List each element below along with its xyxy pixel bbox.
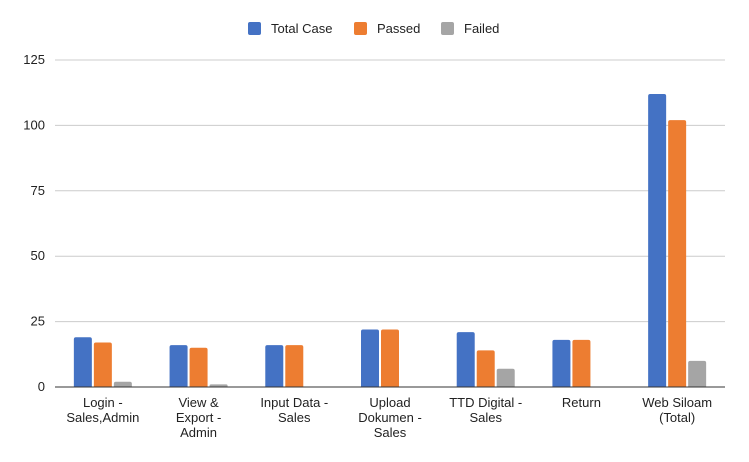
gridlines [55,59,725,323]
bar-passed-1 [189,347,208,387]
bar-total-case-6 [648,94,667,388]
x-category-label-line: Sales [469,410,502,425]
legend: Total Case Passed Failed [248,21,499,36]
y-tick-label: 75 [31,183,45,198]
x-category-label: Login -Sales,Admin [66,395,139,425]
legend-label-passed: Passed [377,21,420,36]
bar-failed-4 [496,368,515,387]
x-category-label-line: Input Data - [260,395,328,410]
bars [73,94,707,388]
bar-total-case-2 [265,345,284,387]
legend-label-failed: Failed [464,21,499,36]
bar-total-case-3 [361,329,379,387]
x-category-label-line: Admin [180,425,217,440]
x-category-label-line: Export - [176,410,222,425]
y-tick-label: 25 [31,314,45,329]
legend-swatch-total-case [248,22,261,35]
bar-total-case-5 [552,339,571,387]
y-tick-label: 0 [38,379,45,394]
legend-swatch-passed [354,22,367,35]
x-category-label-line: View & [178,395,219,410]
x-category-label-line: Upload [369,395,410,410]
bar-failed-6 [688,360,707,387]
x-category-label-line: (Total) [659,410,695,425]
bar-total-case-0 [73,337,92,387]
bar-failed-0 [113,381,132,387]
x-category-label-line: Return [562,395,601,410]
bar-passed-6 [668,120,687,387]
x-category-label: Web Siloam (Total) [642,395,712,425]
bar-passed-2 [285,345,304,387]
bar-passed-0 [93,342,112,387]
bar-total-case-4 [456,332,475,387]
x-category-label: TTD Digital -Sales [449,395,522,425]
bar-passed-3 [381,329,399,387]
bar-failed-1 [209,384,228,387]
x-category-label-line: Sales,Admin [66,410,139,425]
x-category-label-line: Web Siloam [642,395,712,410]
x-category-label-line: TTD Digital - [449,395,522,410]
bar-passed-4 [476,350,495,387]
x-category-label: Input Data -Sales [260,395,328,425]
bar-passed-5 [572,339,591,387]
y-tick-label: 50 [31,248,45,263]
x-category-label: Upload Dokumen -Sales [358,395,422,440]
x-category-label-line: Login - [83,395,123,410]
x-category-label-line: Dokumen - [358,410,422,425]
x-category-label: View & Export -Admin [176,395,222,440]
x-category-label: Return [562,395,601,410]
x-axis-labels: Login -Sales,Admin View & Export -Admin Inp… [66,395,712,440]
y-tick-label: 100 [23,117,45,132]
legend-swatch-failed [441,22,454,35]
x-category-label-line: Sales [374,425,407,440]
legend-label-total-case: Total Case [271,21,332,36]
y-axis-ticks: 0 25 50 75 100 125 [23,52,45,394]
x-category-label-line: Sales [278,410,311,425]
y-tick-label: 125 [23,52,45,67]
bar-total-case-1 [169,345,188,387]
